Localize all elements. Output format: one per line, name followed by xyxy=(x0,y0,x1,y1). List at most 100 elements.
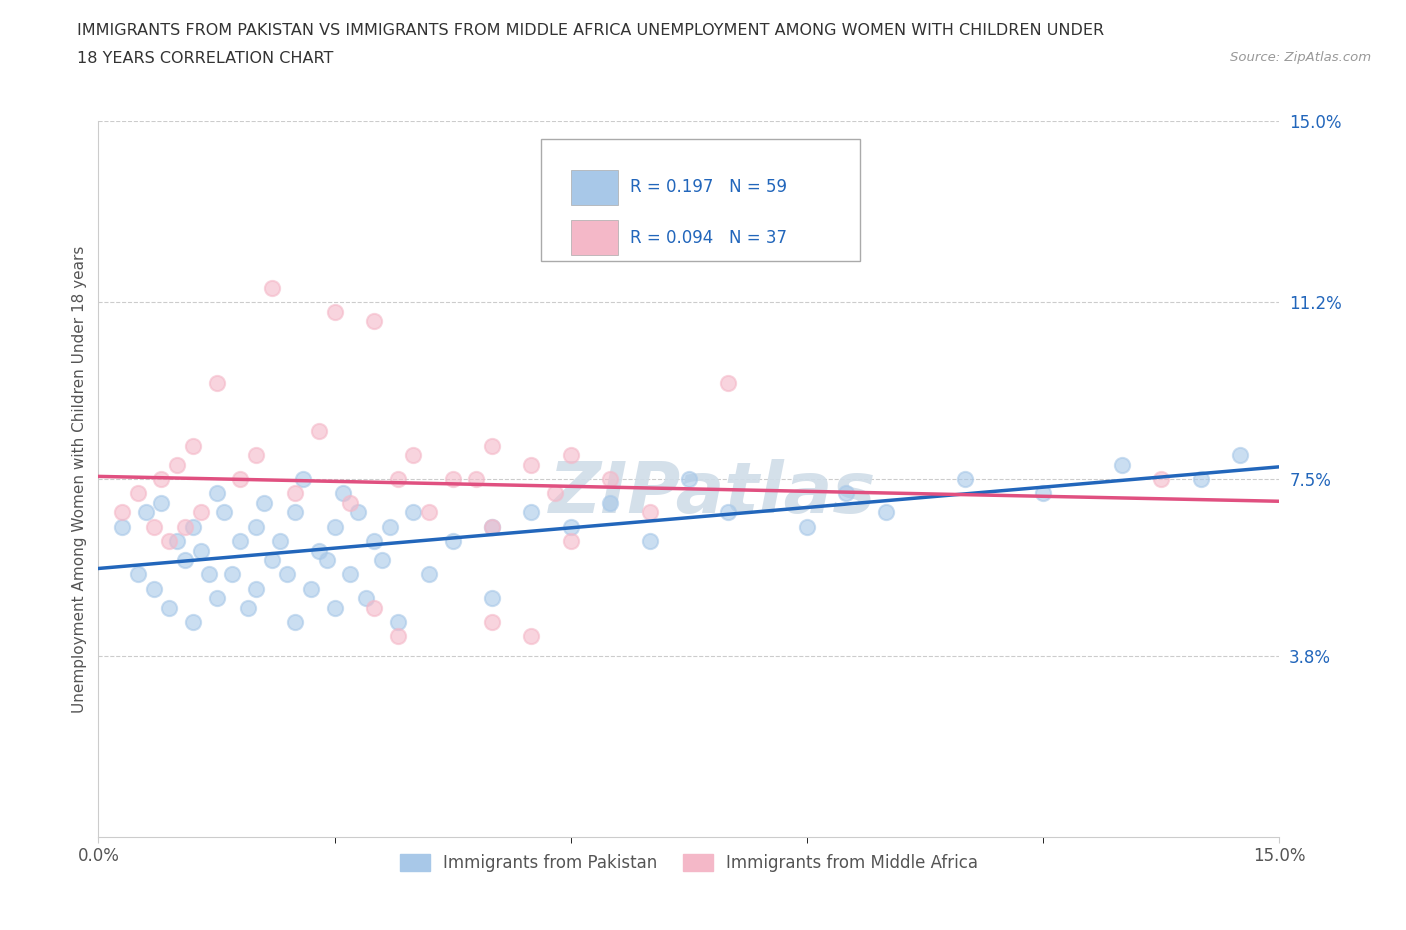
Point xyxy=(229,534,252,549)
Point xyxy=(253,496,276,511)
Text: Source: ZipAtlas.com: Source: ZipAtlas.com xyxy=(1230,51,1371,64)
Point xyxy=(560,519,582,534)
Point xyxy=(481,519,503,534)
Point xyxy=(190,543,212,558)
Point xyxy=(387,629,409,644)
Point xyxy=(717,505,740,520)
Point xyxy=(835,485,858,500)
FancyBboxPatch shape xyxy=(571,220,619,255)
Text: ZIPatlas: ZIPatlas xyxy=(548,458,876,527)
Point xyxy=(332,485,354,500)
Point xyxy=(1032,485,1054,500)
Point xyxy=(269,534,291,549)
Point xyxy=(481,591,503,605)
Point xyxy=(323,304,346,319)
Point xyxy=(229,472,252,486)
FancyBboxPatch shape xyxy=(541,139,860,260)
Point xyxy=(214,505,236,520)
Point xyxy=(371,552,394,567)
Point xyxy=(339,567,361,582)
Text: R = 0.094   N = 37: R = 0.094 N = 37 xyxy=(630,229,787,246)
Point xyxy=(796,519,818,534)
Point xyxy=(142,581,165,596)
Point xyxy=(441,534,464,549)
Point xyxy=(599,472,621,486)
Point xyxy=(378,519,401,534)
Point xyxy=(157,534,180,549)
Point xyxy=(323,601,346,616)
Point xyxy=(418,567,440,582)
Point xyxy=(127,485,149,500)
Point xyxy=(260,552,283,567)
Point xyxy=(1189,472,1212,486)
Point xyxy=(205,376,228,391)
Point xyxy=(441,472,464,486)
Point xyxy=(245,447,267,462)
Point xyxy=(418,505,440,520)
Point xyxy=(1150,472,1173,486)
Point xyxy=(481,438,503,453)
Point xyxy=(292,472,315,486)
Point xyxy=(638,534,661,549)
Point xyxy=(284,615,307,630)
Point xyxy=(221,567,243,582)
Point xyxy=(166,458,188,472)
Point xyxy=(245,519,267,534)
Point xyxy=(174,552,197,567)
Point xyxy=(363,314,385,329)
Point xyxy=(1229,447,1251,462)
Point xyxy=(205,591,228,605)
Point xyxy=(190,505,212,520)
Point xyxy=(181,438,204,453)
Point xyxy=(354,591,377,605)
Legend: Immigrants from Pakistan, Immigrants from Middle Africa: Immigrants from Pakistan, Immigrants fro… xyxy=(394,847,984,879)
Point xyxy=(560,447,582,462)
Point xyxy=(308,424,330,439)
Point xyxy=(465,472,488,486)
Point xyxy=(142,519,165,534)
Point xyxy=(315,552,337,567)
Point xyxy=(520,629,543,644)
Point xyxy=(339,496,361,511)
Point xyxy=(323,519,346,534)
Point xyxy=(678,472,700,486)
Point xyxy=(308,543,330,558)
Point xyxy=(363,601,385,616)
Point xyxy=(284,485,307,500)
Point xyxy=(181,615,204,630)
Point xyxy=(245,581,267,596)
Point xyxy=(135,505,157,520)
Point xyxy=(953,472,976,486)
Point xyxy=(387,615,409,630)
Point xyxy=(197,567,219,582)
Point xyxy=(1111,458,1133,472)
Point xyxy=(402,447,425,462)
Point xyxy=(363,534,385,549)
Point xyxy=(347,505,370,520)
Y-axis label: Unemployment Among Women with Children Under 18 years: Unemployment Among Women with Children U… xyxy=(72,246,87,712)
Point xyxy=(387,472,409,486)
Point xyxy=(402,505,425,520)
Point xyxy=(236,601,259,616)
Text: IMMIGRANTS FROM PAKISTAN VS IMMIGRANTS FROM MIDDLE AFRICA UNEMPLOYMENT AMONG WOM: IMMIGRANTS FROM PAKISTAN VS IMMIGRANTS F… xyxy=(77,23,1105,38)
Text: R = 0.197   N = 59: R = 0.197 N = 59 xyxy=(630,179,787,196)
Point xyxy=(166,534,188,549)
Point xyxy=(111,519,134,534)
Text: 18 YEARS CORRELATION CHART: 18 YEARS CORRELATION CHART xyxy=(77,51,333,66)
Point xyxy=(260,281,283,296)
Point xyxy=(599,496,621,511)
Point xyxy=(544,485,567,500)
Point xyxy=(481,615,503,630)
Point xyxy=(284,505,307,520)
Point xyxy=(127,567,149,582)
Point xyxy=(150,472,173,486)
Point xyxy=(174,519,197,534)
FancyBboxPatch shape xyxy=(571,170,619,205)
Point xyxy=(560,534,582,549)
Point xyxy=(520,505,543,520)
Point xyxy=(717,376,740,391)
Point xyxy=(205,485,228,500)
Point xyxy=(276,567,298,582)
Point xyxy=(875,505,897,520)
Point xyxy=(111,505,134,520)
